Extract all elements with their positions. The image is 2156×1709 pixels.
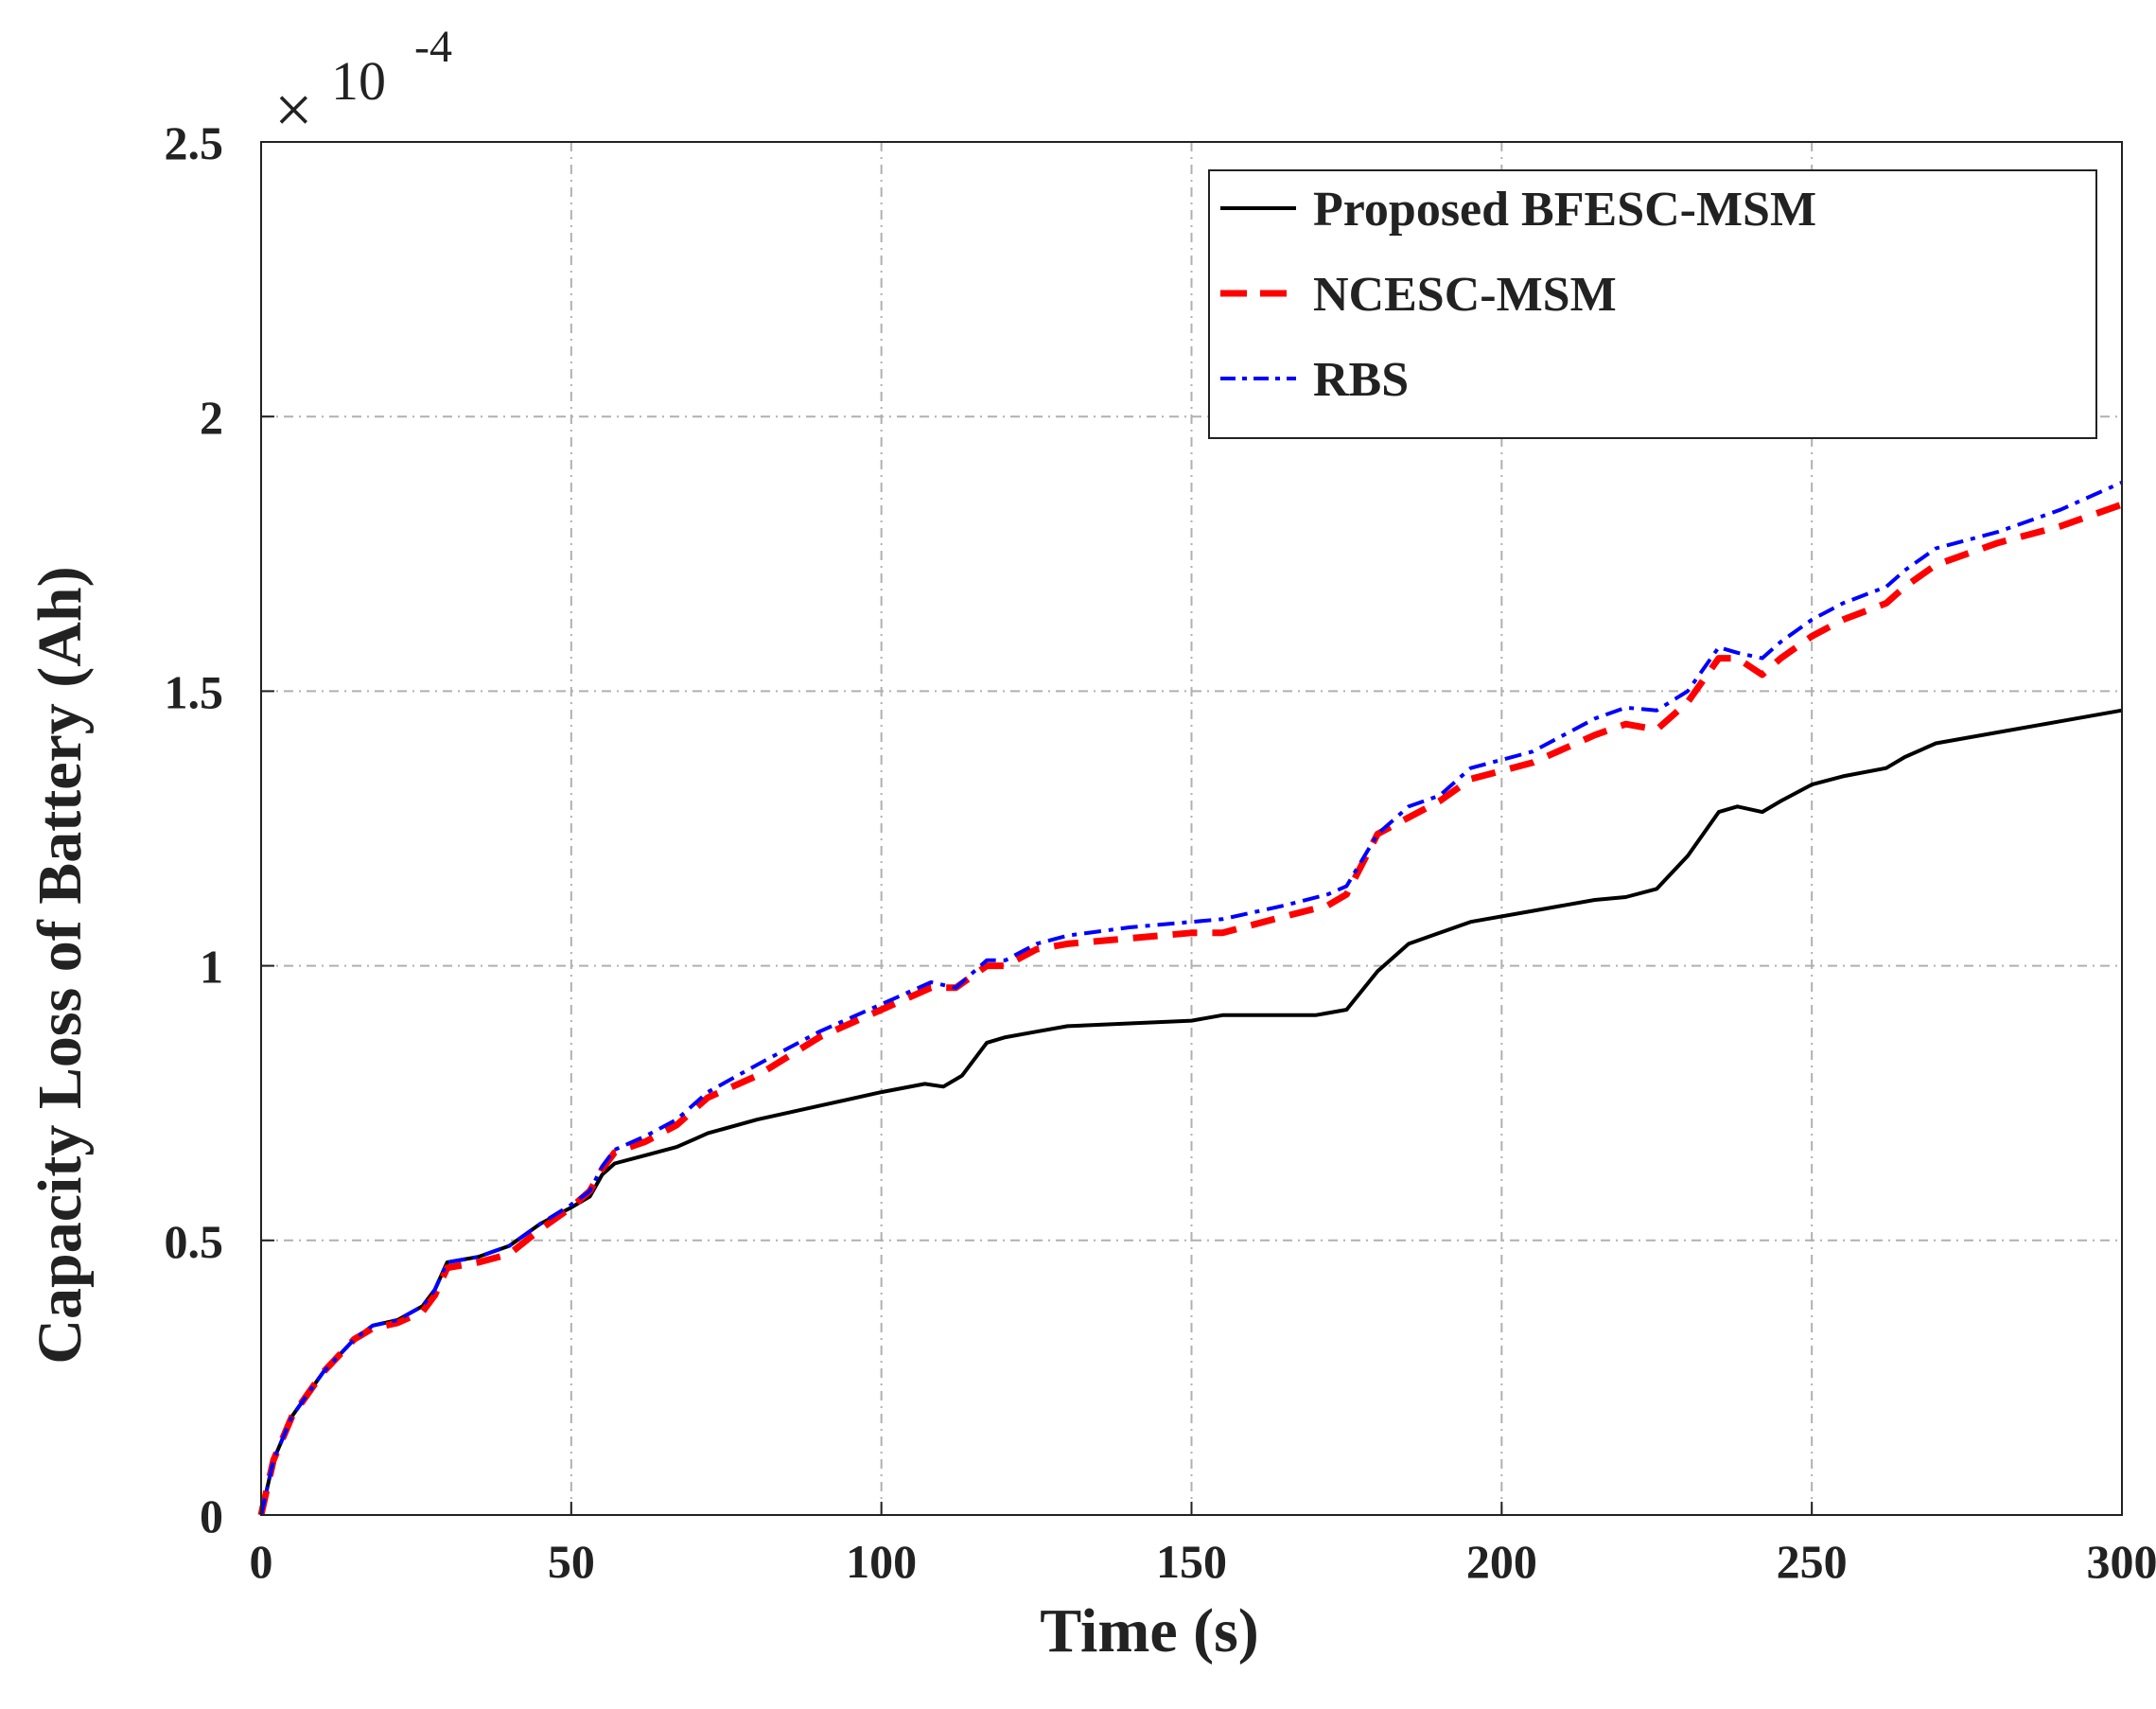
- x-tick-label: 200: [1466, 1535, 1537, 1588]
- legend-label: NCESC-MSM: [1313, 268, 1617, 322]
- y-tick-label: 0: [200, 1489, 223, 1542]
- x-tick-label: 300: [2087, 1535, 2156, 1588]
- x-tick-label: 100: [846, 1535, 917, 1588]
- y-tick-label: 2: [200, 391, 223, 444]
- legend: Proposed BFESC-MSM NCESC-MSM RBS: [1209, 170, 2096, 438]
- y-tick-label: 0.5: [165, 1215, 224, 1268]
- x-tick-label: 250: [1777, 1535, 1848, 1588]
- y-tick-label: 1: [200, 941, 223, 994]
- exponent-power: -4: [414, 22, 452, 72]
- x-axis-title: Time (s): [1040, 1596, 1259, 1665]
- multiply-sign: ×: [274, 72, 313, 148]
- y-axis-title: Capacity Loss of Battery (Ah): [26, 566, 95, 1364]
- legend-label: RBS: [1313, 353, 1409, 407]
- exponent-base: 10: [331, 50, 386, 112]
- x-tick-label: 50: [548, 1535, 595, 1588]
- x-tick-label: 0: [250, 1535, 273, 1588]
- y-tick-label: 2.5: [165, 116, 224, 169]
- x-tick-label: 150: [1156, 1535, 1227, 1588]
- y-tick-label: 1.5: [165, 665, 224, 718]
- legend-label: Proposed BFESC-MSM: [1313, 183, 1816, 237]
